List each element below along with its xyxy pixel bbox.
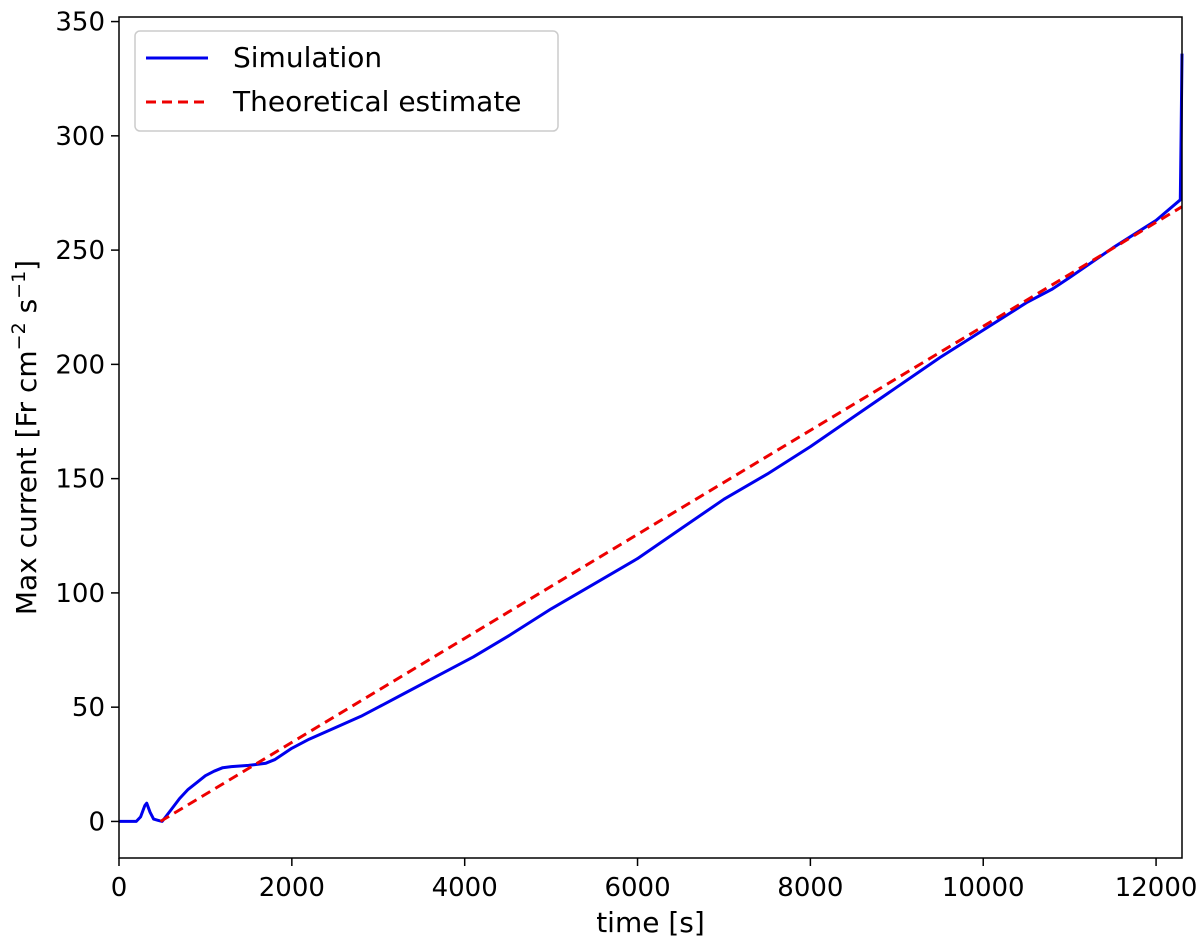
y-tick-label: 350 xyxy=(55,8,105,38)
x-axis: 0 2000 4000 6000 8000 10000 12000 xyxy=(111,858,1198,903)
legend-label-theoretical-estimate: Theoretical estimate xyxy=(232,85,522,118)
x-tick-label: 0 xyxy=(111,873,128,903)
x-tick-label: 8000 xyxy=(777,873,843,903)
y-tick-label: 200 xyxy=(55,350,105,380)
y-tick-label: 150 xyxy=(55,465,105,495)
y-axis-label-mid: s xyxy=(10,299,43,323)
series-line-simulation xyxy=(119,53,1184,823)
x-axis-label: time [s] xyxy=(596,906,705,939)
y-tick-label: 0 xyxy=(88,807,105,837)
plot-frame xyxy=(118,16,1183,859)
plot-lines xyxy=(119,53,1184,823)
legend: Simulation Theoretical estimate xyxy=(134,30,559,132)
x-tick-label: 10000 xyxy=(942,873,1025,903)
y-axis-label-main: Max current [Fr cm xyxy=(10,350,43,615)
x-tick-label: 2000 xyxy=(259,873,325,903)
y-tick-label: 250 xyxy=(55,236,105,266)
y-axis: 0 50 100 150 200 250 300 350 xyxy=(55,8,119,837)
y-axis-label-sup1: −2 xyxy=(8,322,30,350)
legend-box xyxy=(134,30,559,132)
series-line-theoretical-estimate xyxy=(159,205,1183,823)
y-axis-label-end: ] xyxy=(10,260,43,271)
y-tick-label: 100 xyxy=(55,579,105,609)
legend-label-simulation: Simulation xyxy=(233,41,382,74)
x-tick-label: 12000 xyxy=(1115,873,1198,903)
y-tick-label: 50 xyxy=(72,693,105,723)
y-axis-label: Max current [Fr cm−2 s−1] xyxy=(8,260,43,615)
y-tick-label: 300 xyxy=(55,122,105,152)
x-tick-label: 6000 xyxy=(604,873,670,903)
x-tick-label: 4000 xyxy=(432,873,498,903)
y-axis-label-sup2: −1 xyxy=(8,271,30,299)
